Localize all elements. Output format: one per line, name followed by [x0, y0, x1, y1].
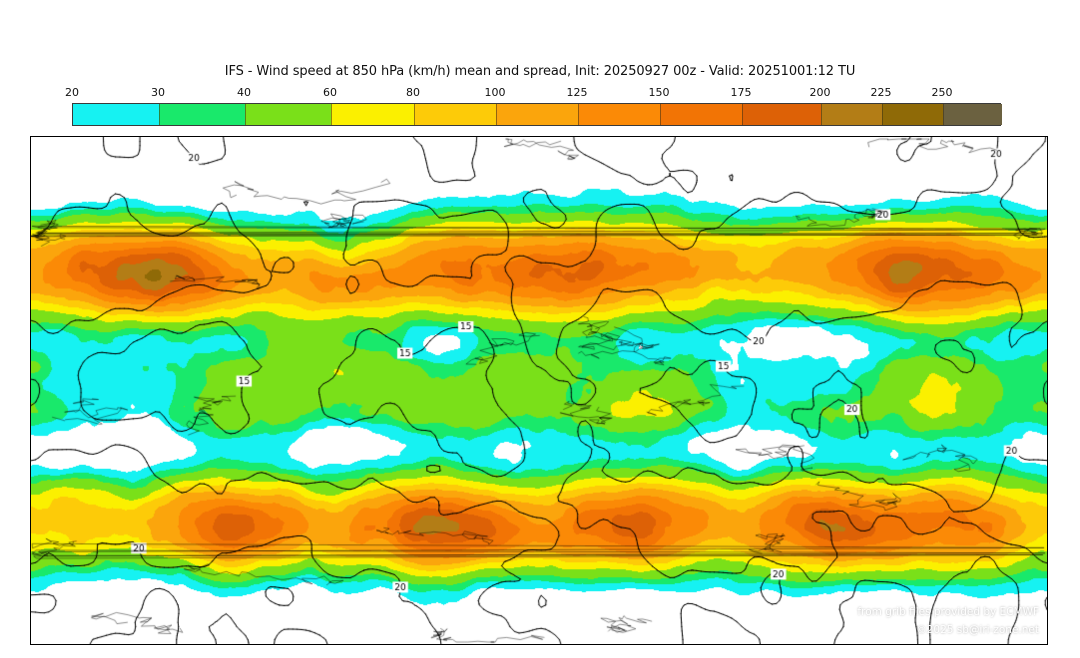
colorbar-segment	[578, 104, 660, 125]
colorbar-segment	[331, 104, 414, 125]
colorbar-tick: 125	[566, 86, 588, 99]
colorbar-tick: 40	[237, 86, 251, 99]
colorbar-tick: 60	[323, 86, 337, 99]
colorbar-tick: 100	[484, 86, 506, 99]
colorbar-tick: 225	[870, 86, 892, 99]
wind-speed-map	[31, 137, 1047, 644]
colorbar-tick-labels: 20 30 40 60 80 100 125 150 175 200 225 250	[65, 86, 1001, 102]
colorbar: 20 30 40 60 80 100 125 150 175 200 225 250	[65, 86, 1002, 128]
colorbar-segment	[943, 104, 1002, 125]
colorbar-segment	[882, 104, 943, 125]
colorbar-segment	[159, 104, 245, 125]
map-panel: from grib files provided by ECMWF ©2025 …	[30, 136, 1048, 645]
colorbar-tick: 20	[65, 86, 79, 99]
colorbar-segment	[742, 104, 821, 125]
colorbar-segment	[414, 104, 496, 125]
colorbar-tick: 30	[151, 86, 165, 99]
colorbar-segment	[73, 104, 159, 125]
colorbar-segment	[245, 104, 331, 125]
colorbar-segment	[821, 104, 882, 125]
colorbar-strip	[72, 103, 1002, 126]
page-title: IFS - Wind speed at 850 hPa (km/h) mean …	[224, 64, 856, 79]
colorbar-tick: 175	[730, 86, 752, 99]
colorbar-tick: 150	[648, 86, 670, 99]
colorbar-tick: 200	[809, 86, 831, 99]
colorbar-tick: 250	[931, 86, 953, 99]
colorbar-segment	[496, 104, 578, 125]
colorbar-tick: 80	[406, 86, 420, 99]
colorbar-segment	[660, 104, 742, 125]
